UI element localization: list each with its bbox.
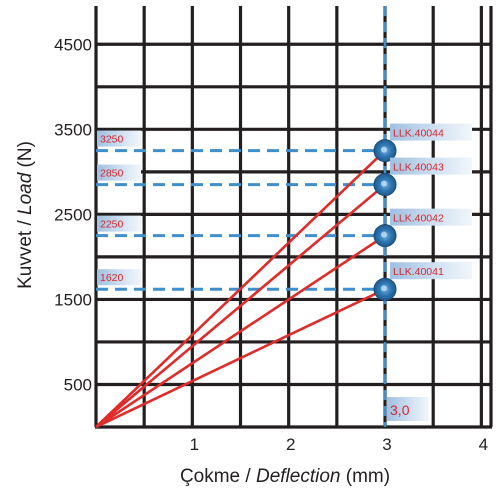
reference-tag-background [387, 397, 430, 421]
series-name-label: LLK.40041 [393, 266, 444, 278]
x-tick-label: 4 [479, 435, 488, 454]
value-tag-label: 3250 [100, 134, 124, 146]
series-tag-background [390, 157, 473, 175]
value-tag-label: 1620 [100, 272, 124, 284]
series-line [95, 183, 386, 428]
value-tag-background [97, 164, 141, 181]
series-end-marker-highlight [381, 146, 388, 153]
x-tick-label: 1 [190, 435, 199, 454]
value-tag-label: 2850 [100, 168, 124, 180]
series-line [95, 288, 386, 429]
y-tick-label: 4500 [54, 35, 92, 54]
y-tick-label: 2500 [54, 205, 92, 224]
x-axis-title-unit: (mm) [340, 466, 390, 487]
x-axis-title: Çokme / Deflection (mm) [180, 466, 390, 487]
series-name-label: LLK.40043 [393, 162, 444, 174]
reference-line-label: 3,0 [390, 402, 410, 418]
x-axis-title-italic: Deflection [256, 466, 341, 487]
y-tick-label: 500 [64, 375, 92, 394]
series-end-marker-highlight [381, 285, 388, 292]
y-axis-title-plain: Kuvvet / [15, 215, 36, 289]
y-tick-label: 1500 [54, 290, 92, 309]
series-name-label: LLK.40044 [393, 128, 444, 140]
y-axis-title-unit: (N) [15, 141, 36, 173]
series-name-label: LLK.40042 [393, 213, 444, 225]
x-tick-label: 2 [286, 435, 295, 454]
series-tag-background [390, 262, 473, 280]
tick-labels: 500 1500 2500 3500 4500 1 2 3 4 [54, 35, 488, 454]
value-tag-background [97, 269, 141, 286]
value-tag-label: 2250 [100, 219, 124, 231]
y-axis-title-italic: Load [15, 171, 36, 215]
series-lines [95, 149, 386, 429]
value-tag-background [97, 130, 141, 147]
value-tag-background [97, 215, 141, 232]
series-line [95, 149, 386, 428]
series-tag-background [390, 208, 473, 226]
series-tag-background [390, 123, 473, 141]
series-markers [373, 139, 397, 301]
series-end-marker-highlight [381, 180, 388, 187]
series-line [95, 234, 386, 429]
y-axis-title: Kuvvet / Load (N) [15, 141, 36, 289]
x-axis-title-plain: Çokme / [180, 466, 256, 487]
series-labels: 3250 LLK.40044 2850 LLK.40043 2250 LLK.40042 1… [97, 123, 473, 421]
y-tick-label: 3500 [54, 120, 92, 139]
x-tick-label: 3 [382, 435, 391, 454]
series-end-marker-highlight [381, 231, 388, 238]
